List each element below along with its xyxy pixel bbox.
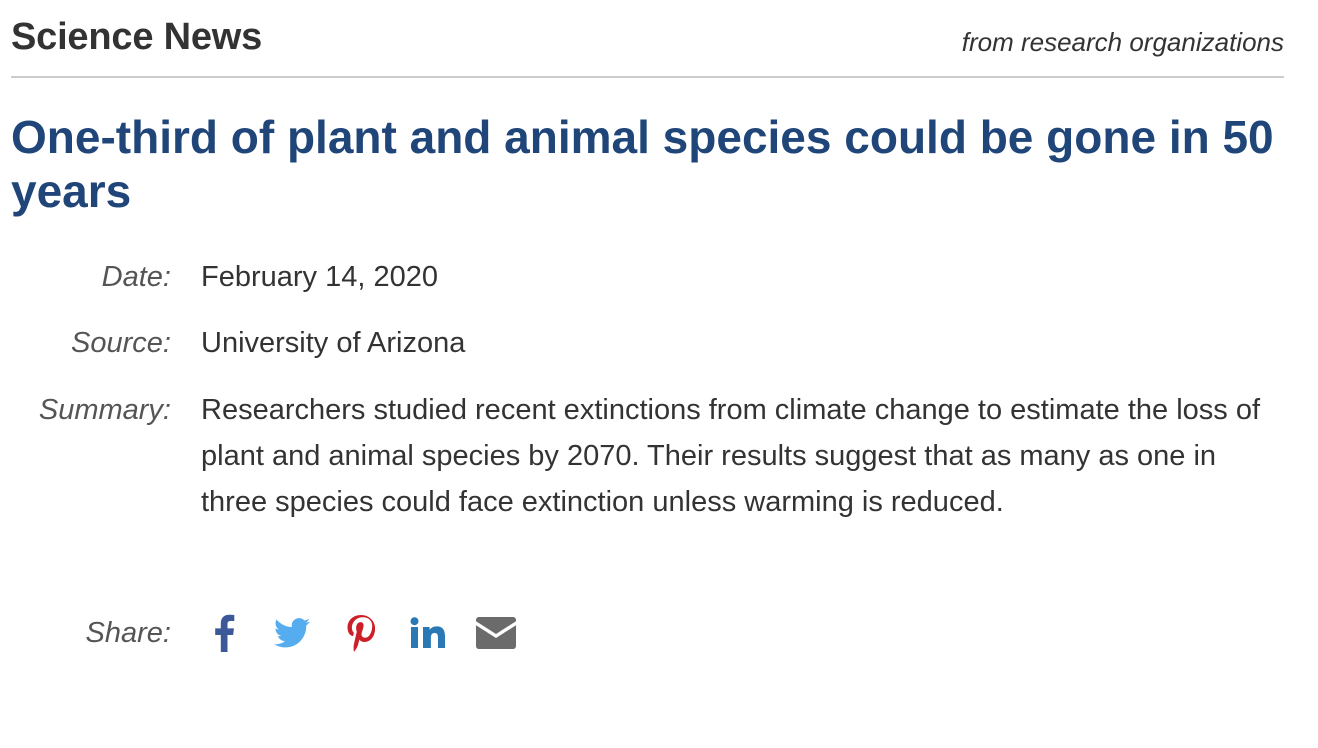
date-value: February 14, 2020 xyxy=(201,261,438,293)
site-tagline: from research organizations xyxy=(961,27,1284,57)
pinterest-icon[interactable] xyxy=(337,610,383,656)
article-headline: One-third of plant and animal species co… xyxy=(11,111,1274,217)
article-page: Science News from research organizations… xyxy=(11,0,1284,652)
share-icons xyxy=(201,610,541,656)
source-label: Source: xyxy=(71,327,171,359)
site-header: Science News from research organizations xyxy=(11,0,1284,78)
linkedin-icon[interactable] xyxy=(405,610,451,656)
summary-value: Researchers studied recent extinctions f… xyxy=(201,394,1261,518)
share-label: Share: xyxy=(85,617,171,649)
site-brand[interactable]: Science News xyxy=(11,16,263,58)
source-value: University of Arizona xyxy=(201,327,466,359)
date-label: Date: xyxy=(101,261,171,293)
email-icon[interactable] xyxy=(473,610,519,656)
facebook-icon[interactable] xyxy=(201,610,247,656)
twitter-icon[interactable] xyxy=(269,610,315,656)
summary-label: Summary: xyxy=(38,394,171,426)
